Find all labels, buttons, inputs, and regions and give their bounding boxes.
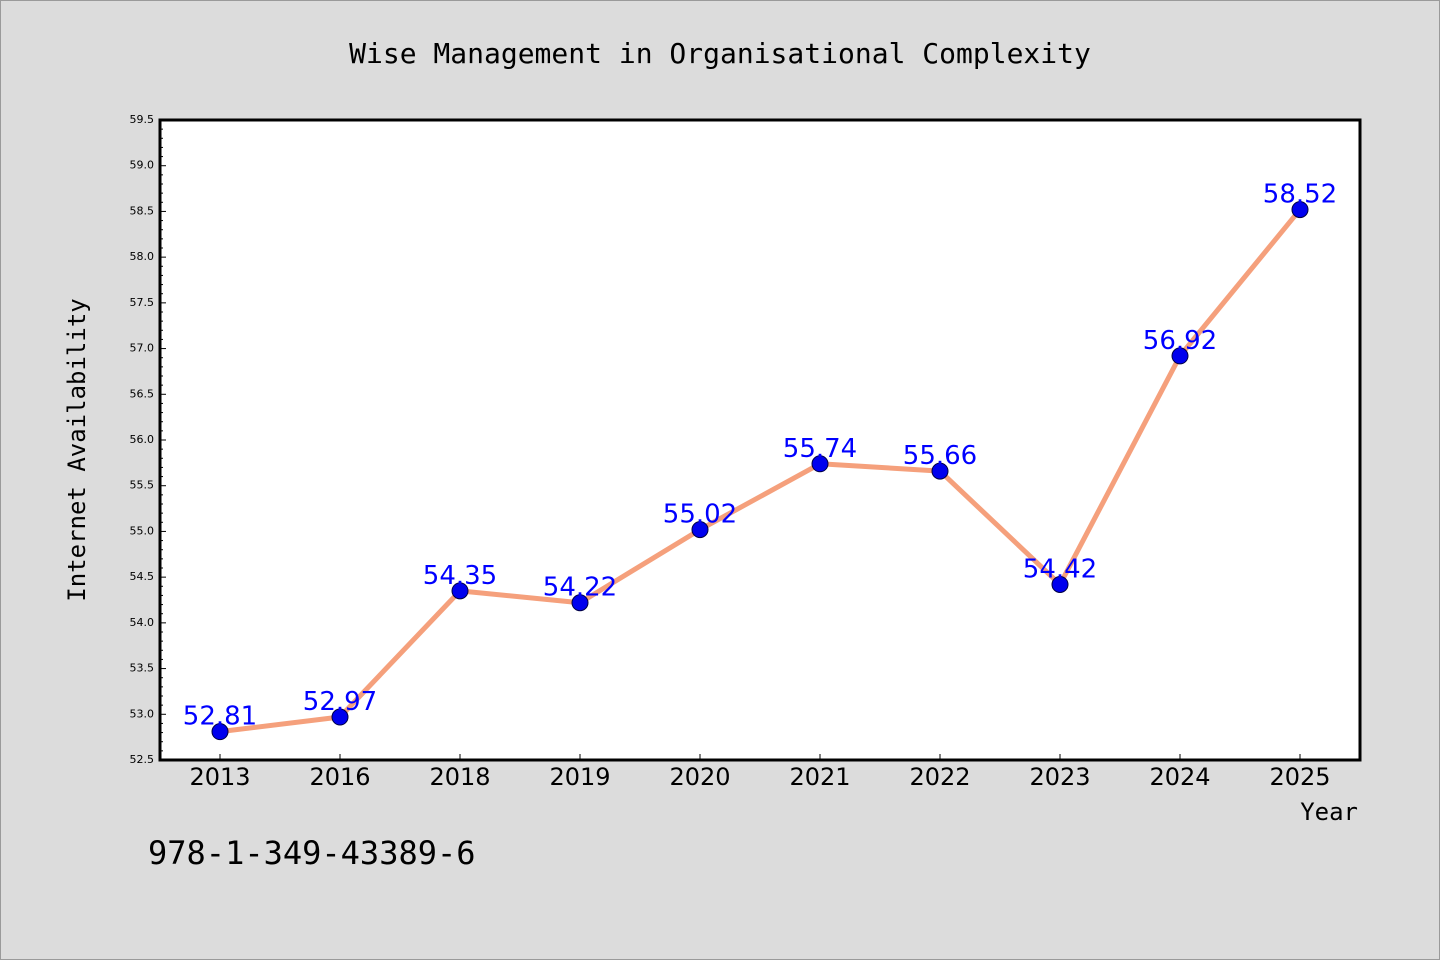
- series-markers: [211, 201, 1309, 741]
- chart-title: Wise Management in Organisational Comple…: [349, 37, 1091, 70]
- data-point: [1291, 201, 1309, 219]
- data-label: 56.92: [1143, 326, 1217, 356]
- x-tick-label: 2021: [789, 763, 850, 791]
- data-point: [211, 723, 229, 741]
- data-point: [931, 462, 949, 480]
- x-axis: 2013 2016 2018 2019 2020 2021 2022 2023 2024 2025: [189, 754, 1331, 791]
- x-tick-label: 2022: [909, 763, 970, 791]
- data-point: [571, 594, 589, 612]
- y-tick-label: 55.5: [130, 479, 155, 492]
- data-label: 52.97: [303, 687, 377, 717]
- x-tick-label: 2019: [549, 763, 610, 791]
- x-tick-label: 2013: [189, 763, 250, 791]
- y-axis: 52.5 53.0 53.5 54.0 54.5 55.0 55.5 56.0 56.5 57.0…: [130, 113, 166, 766]
- y-tick-label: 54.0: [130, 616, 155, 629]
- data-label: 55.66: [903, 441, 977, 471]
- data-label: 55.74: [783, 434, 857, 464]
- data-label: 54.35: [423, 561, 497, 591]
- y-tick-label: 59.5: [130, 113, 155, 126]
- y-tick-label: 58.0: [130, 250, 155, 263]
- plot-area: [158, 118, 1362, 762]
- data-point: [451, 582, 469, 600]
- data-labels: 52.81 52.97 54.35 54.22 55.02 55.74 55.66 54.42…: [183, 180, 1337, 732]
- data-label: 58.52: [1263, 180, 1337, 210]
- series-line: [217, 207, 1303, 735]
- y-tick-label: 55.0: [130, 524, 155, 537]
- data-point: [1051, 575, 1069, 593]
- y-tick-label: 58.5: [130, 204, 155, 217]
- data-point: [331, 708, 349, 726]
- x-tick-label: 2023: [1029, 763, 1090, 791]
- data-point: [811, 455, 829, 473]
- y-tick-label: 57.5: [130, 296, 155, 309]
- y-tick-label: 56.0: [130, 433, 155, 446]
- x-tick-label: 2016: [309, 763, 370, 791]
- isbn-text: 978-1-349-43389-6: [148, 834, 476, 872]
- y-axis-title: Internet Availability: [63, 298, 91, 601]
- data-point: [691, 521, 709, 539]
- data-label: 55.02: [663, 500, 737, 530]
- y-tick-label: 54.5: [130, 570, 155, 583]
- data-label: 54.42: [1023, 554, 1097, 584]
- data-label: 52.81: [183, 702, 257, 732]
- x-tick-label: 2018: [429, 763, 490, 791]
- data-point: [1171, 347, 1189, 365]
- data-label: 54.22: [543, 573, 617, 603]
- y-tick-label: 52.5: [130, 753, 155, 766]
- y-tick-label: 56.5: [130, 387, 155, 400]
- y-tick-label: 53.5: [130, 662, 155, 675]
- x-axis-title: Year: [1300, 798, 1358, 826]
- x-tick-label: 2024: [1149, 763, 1210, 791]
- x-tick-label: 2020: [669, 763, 730, 791]
- x-tick-label: 2025: [1269, 763, 1330, 791]
- y-tick-label: 57.0: [130, 342, 155, 355]
- y-tick-label: 59.0: [130, 159, 155, 172]
- y-tick-label: 53.0: [130, 707, 155, 720]
